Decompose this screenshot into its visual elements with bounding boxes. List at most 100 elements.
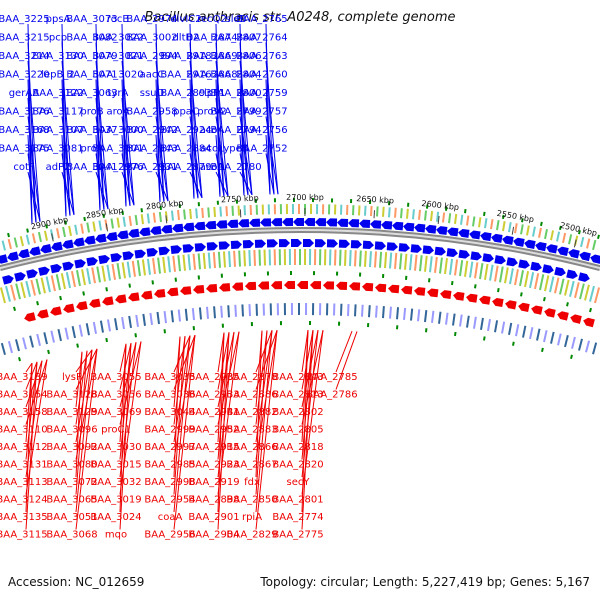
annotation-bar bbox=[222, 251, 226, 268]
gene-arrow bbox=[392, 221, 404, 231]
gene-arrow bbox=[338, 239, 350, 248]
gene-arrow bbox=[282, 218, 294, 227]
bottom-gene-callout bbox=[75, 351, 83, 478]
gene-arrow bbox=[216, 220, 228, 229]
gene-arrow bbox=[51, 241, 63, 252]
annotation-bar bbox=[225, 206, 228, 217]
top-gene-callout bbox=[121, 134, 127, 207]
feature-tick bbox=[36, 300, 39, 306]
gene-arrow bbox=[336, 281, 348, 290]
gene-arrow bbox=[260, 218, 272, 227]
top-gene-label: acoL bbox=[200, 144, 224, 155]
annotation-bar bbox=[375, 305, 378, 318]
annotation-bar bbox=[559, 278, 565, 295]
top-gene-label: BAA_3220 bbox=[0, 70, 50, 81]
top-gene-label: BAA_3225 bbox=[0, 14, 50, 25]
bottom-gene-callout bbox=[119, 343, 127, 513]
gene-arrow bbox=[414, 287, 426, 296]
annotation-bar bbox=[50, 330, 55, 343]
annotation-bar bbox=[504, 267, 509, 284]
annotation-bar bbox=[114, 318, 118, 331]
top-gene-label: BAA_2760 bbox=[236, 70, 287, 81]
annotation-bar bbox=[584, 284, 590, 301]
bottom-gene-callout bbox=[301, 330, 314, 530]
feature-tick bbox=[541, 347, 544, 353]
annotation-bar bbox=[207, 207, 210, 218]
annotation-bar bbox=[452, 313, 456, 326]
top-gene-label: BAA_3022 bbox=[92, 33, 143, 44]
annotation-bar bbox=[86, 268, 91, 285]
top-gene-label: BAA_2800 bbox=[210, 88, 261, 99]
scale-tick bbox=[437, 215, 440, 224]
bottom-gene-callout bbox=[25, 361, 38, 460]
top-gene-callout bbox=[265, 42, 275, 195]
bottom-gene-label: BAA_2956 bbox=[144, 530, 195, 541]
annotation-bar bbox=[580, 236, 585, 248]
annotation-bar bbox=[146, 213, 150, 224]
gene-arrow bbox=[206, 284, 218, 293]
annotation-bar bbox=[484, 218, 488, 229]
gene-arrow bbox=[374, 241, 386, 250]
annotation-bar bbox=[514, 269, 519, 286]
annotation-bar bbox=[438, 311, 442, 324]
top-gene-label: BAA_2884 bbox=[160, 144, 211, 155]
top-gene-callout bbox=[215, 42, 225, 197]
feature-tick bbox=[540, 221, 543, 227]
annotation-bar bbox=[568, 234, 573, 245]
bottom-gene-callout bbox=[119, 343, 132, 460]
annotation-bar bbox=[71, 325, 76, 339]
bottom-gene-label: rpiA bbox=[242, 512, 262, 523]
top-gene-callout bbox=[27, 60, 41, 222]
annotation-bar bbox=[258, 249, 261, 266]
annotation-bar bbox=[379, 251, 383, 268]
gene-arrow bbox=[494, 255, 506, 265]
annotation-bar bbox=[197, 253, 201, 270]
annotation-bar bbox=[5, 285, 11, 302]
gene-arrow bbox=[518, 302, 530, 313]
top-gene-callout bbox=[265, 153, 275, 195]
gene-arrow bbox=[62, 239, 74, 249]
annotation-bar bbox=[146, 258, 151, 275]
top-gene-label: aacC bbox=[140, 70, 165, 81]
top-gene-label: BAA_2974 bbox=[126, 14, 177, 25]
top-gene-label: BAA_2924 bbox=[160, 125, 211, 136]
bottom-gene-label: BAA_2998 bbox=[144, 477, 195, 488]
annotation-bar bbox=[96, 266, 101, 283]
gene-arrow bbox=[73, 237, 85, 247]
bottom-gene-callout bbox=[301, 330, 314, 460]
top-gene-callout bbox=[215, 153, 225, 197]
annotation-bar bbox=[0, 342, 6, 355]
annotation-bar bbox=[472, 216, 476, 227]
annotation-bar bbox=[78, 324, 83, 337]
gene-arrow bbox=[531, 305, 543, 315]
annotation-bar bbox=[508, 222, 512, 233]
annotation-bar bbox=[15, 283, 21, 300]
annotation-bar bbox=[469, 261, 474, 278]
feature-tick bbox=[512, 341, 515, 346]
feature-tick bbox=[102, 213, 105, 218]
top-gene-callout bbox=[61, 116, 75, 215]
top-gene-callout bbox=[95, 116, 109, 210]
annotation-bar bbox=[80, 223, 84, 234]
annotation-bar bbox=[13, 237, 18, 248]
gene-arrow bbox=[115, 294, 127, 304]
annotation-bar bbox=[126, 261, 131, 278]
bottom-gene-callout bbox=[119, 343, 127, 373]
bottom-gene-callout bbox=[173, 335, 186, 495]
gene-arrow bbox=[579, 251, 591, 262]
bottom-gene-label: BAA_2785 bbox=[306, 372, 357, 383]
gene-arrow bbox=[86, 257, 98, 267]
annotation-bar bbox=[195, 208, 198, 219]
annotation-bar bbox=[538, 227, 542, 238]
bottom-gene-label: BAA_3019 bbox=[90, 495, 141, 506]
annotation-bar bbox=[556, 231, 561, 242]
bottom-gene-label: BAA_3154 bbox=[0, 390, 48, 401]
gene-arrow bbox=[180, 286, 192, 295]
annotation-bar bbox=[509, 268, 514, 285]
bottom-gene-label: BAA_3135 bbox=[0, 512, 48, 523]
annotation-bar bbox=[347, 304, 350, 317]
gene-arrow bbox=[530, 261, 542, 272]
feature-tick bbox=[59, 295, 62, 301]
annotation-bar bbox=[454, 213, 458, 225]
gene-arrow bbox=[302, 238, 314, 248]
